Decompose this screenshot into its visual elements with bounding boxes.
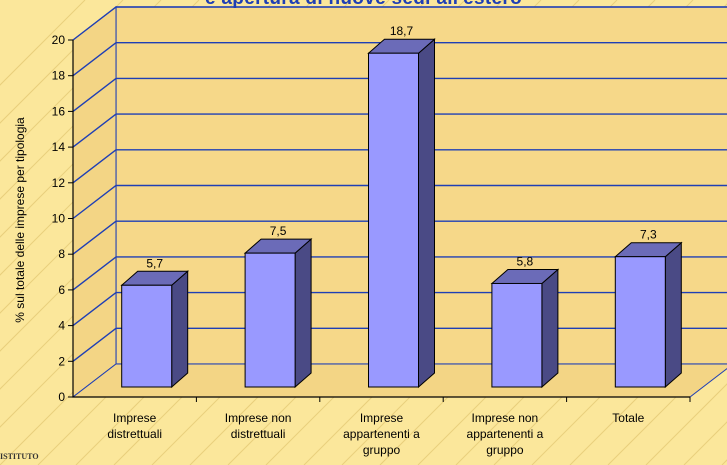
bar: [243, 238, 313, 389]
y-tick-label: 12: [52, 176, 66, 190]
y-tick-label: 8: [58, 247, 65, 261]
footer-text: ISTITUTO: [0, 452, 39, 461]
data-label: 5,7: [146, 256, 163, 270]
data-label: 18,7: [390, 24, 414, 38]
gridline: [72, 184, 727, 220]
gridline: [72, 6, 727, 41]
y-tick-label: 18: [52, 69, 66, 83]
y-tick-label: 16: [52, 104, 66, 118]
bar: [613, 241, 683, 389]
y-tick-label: 0: [58, 390, 65, 404]
y-tick-label: 4: [58, 319, 65, 333]
data-label: 7,3: [640, 228, 657, 242]
gridline: [72, 77, 727, 112]
gridline: [72, 42, 727, 77]
y-tick-label: 6: [58, 283, 65, 297]
gridline: [72, 113, 727, 148]
y-tick-label: 2: [58, 354, 65, 368]
gridline: [72, 256, 727, 291]
x-tick-label: Imprese appartenenti a gruppo: [343, 411, 420, 457]
data-label: 7,5: [270, 224, 287, 238]
y-tick-label: 10: [52, 212, 66, 226]
data-label: 5,8: [517, 254, 534, 268]
x-tick-label: Imprese distrettuali: [107, 411, 163, 441]
x-tick-label: Imprese non appartenenti a gruppo: [466, 411, 544, 457]
y-tick-label: 14: [52, 140, 66, 154]
bar: [367, 38, 436, 389]
x-tick-label: Totale: [612, 411, 645, 425]
gridline: [72, 220, 727, 255]
gridline: [72, 149, 727, 184]
x-tick-label: Imprese non distrettuali: [224, 411, 292, 441]
bar: [120, 270, 190, 389]
y-tick-label: 20: [52, 33, 66, 47]
bar: [490, 268, 560, 389]
y-axis-label: % sul totale delle imprese per tipologia: [13, 117, 27, 323]
